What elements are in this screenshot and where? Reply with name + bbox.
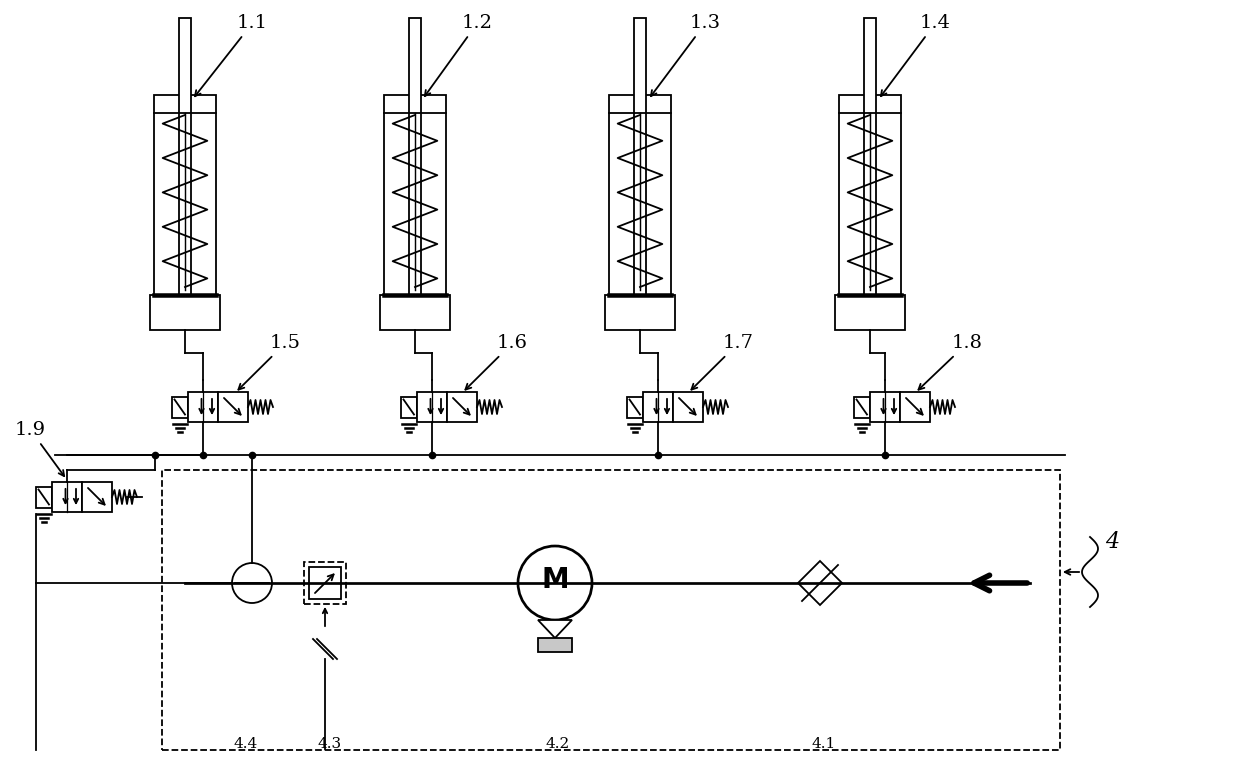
Text: M: M [541,566,569,594]
Bar [835,295,905,330]
Bar [304,562,346,604]
Text: 1.6: 1.6 [465,334,528,389]
Text: 1.1: 1.1 [195,14,268,96]
Text: 4.2: 4.2 [546,737,569,751]
Bar [864,18,875,295]
Bar [634,18,646,295]
Bar [839,95,901,295]
Text: 4.4: 4.4 [234,737,258,751]
Text: 1.4: 1.4 [880,14,951,96]
Bar [218,392,248,422]
Bar [384,95,446,295]
Circle shape [232,563,272,603]
Bar [179,18,191,295]
Text: 4: 4 [1105,531,1120,553]
Bar [162,470,1060,750]
Bar [900,392,930,422]
Bar [154,95,216,295]
Bar [150,295,219,330]
Text: 1.9: 1.9 [15,421,64,476]
Bar [870,392,900,422]
Bar [188,392,218,422]
Bar [36,487,52,508]
Bar [644,392,673,422]
Text: 4.1: 4.1 [812,737,836,751]
Bar [626,396,644,417]
Bar [417,392,446,422]
Text: 1.7: 1.7 [692,334,754,389]
Polygon shape [799,561,842,605]
Bar [52,482,82,512]
Bar [82,482,112,512]
Bar [853,396,870,417]
Text: 1.5: 1.5 [238,334,301,389]
Polygon shape [538,620,572,638]
Text: 1.8: 1.8 [919,334,983,389]
Text: 1.3: 1.3 [651,14,722,96]
Bar [609,95,671,295]
Circle shape [518,546,591,620]
Bar [605,295,675,330]
Bar [171,396,188,417]
Bar [538,638,572,652]
Bar [401,396,417,417]
Bar [409,18,422,295]
Bar [379,295,450,330]
Text: 4.3: 4.3 [317,737,341,751]
Bar [309,567,341,599]
Bar [673,392,703,422]
Text: 1.2: 1.2 [425,14,494,96]
Bar [446,392,477,422]
